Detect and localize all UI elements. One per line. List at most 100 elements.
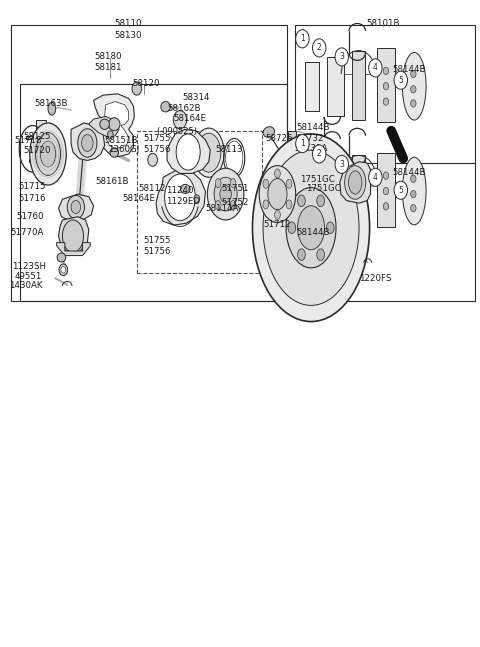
Polygon shape <box>327 162 344 221</box>
Ellipse shape <box>180 184 190 193</box>
Text: 58161B: 58161B <box>95 177 129 186</box>
Ellipse shape <box>402 52 426 120</box>
Ellipse shape <box>197 133 221 172</box>
Ellipse shape <box>59 264 68 276</box>
Text: 58164E: 58164E <box>122 194 156 203</box>
Text: 58732: 58732 <box>297 134 324 143</box>
Text: 1: 1 <box>300 34 305 43</box>
Text: 3: 3 <box>339 160 344 169</box>
Ellipse shape <box>410 204 416 212</box>
Ellipse shape <box>252 134 370 322</box>
Polygon shape <box>105 102 129 148</box>
Polygon shape <box>59 194 94 221</box>
Ellipse shape <box>383 67 389 74</box>
Ellipse shape <box>383 172 389 179</box>
Text: 5: 5 <box>398 76 403 85</box>
Ellipse shape <box>259 166 296 223</box>
Ellipse shape <box>51 129 59 139</box>
Text: 51755
51756: 51755 51756 <box>143 134 170 154</box>
Ellipse shape <box>215 179 221 188</box>
Bar <box>11 25 287 301</box>
Ellipse shape <box>317 249 324 261</box>
Ellipse shape <box>263 127 275 137</box>
Text: 58120: 58120 <box>132 79 160 88</box>
Text: 58114A: 58114A <box>205 204 239 214</box>
Text: (-090525): (-090525) <box>156 127 197 136</box>
Text: 49551: 49551 <box>14 272 42 281</box>
Ellipse shape <box>207 168 244 220</box>
Polygon shape <box>340 162 371 203</box>
Ellipse shape <box>67 195 84 219</box>
Polygon shape <box>26 120 55 155</box>
Polygon shape <box>352 155 365 225</box>
Ellipse shape <box>383 188 389 195</box>
Ellipse shape <box>383 98 389 105</box>
Ellipse shape <box>286 200 292 209</box>
Text: 58125: 58125 <box>23 132 50 141</box>
Circle shape <box>369 168 382 186</box>
Ellipse shape <box>161 102 170 112</box>
Circle shape <box>335 48 348 66</box>
Polygon shape <box>29 149 57 171</box>
Polygon shape <box>167 129 210 173</box>
Circle shape <box>335 155 348 173</box>
Text: 1: 1 <box>300 139 305 148</box>
Ellipse shape <box>176 134 200 170</box>
Ellipse shape <box>263 150 359 305</box>
Ellipse shape <box>193 128 224 177</box>
Ellipse shape <box>57 253 66 262</box>
Text: 5: 5 <box>398 186 403 195</box>
Ellipse shape <box>268 179 287 210</box>
Polygon shape <box>71 123 105 160</box>
Ellipse shape <box>275 169 280 178</box>
Text: 51752: 51752 <box>222 198 249 207</box>
Polygon shape <box>352 50 365 120</box>
Ellipse shape <box>148 153 157 166</box>
Text: 1430AK: 1430AK <box>9 281 42 290</box>
Polygon shape <box>305 166 319 215</box>
Ellipse shape <box>410 71 416 78</box>
Polygon shape <box>89 116 119 137</box>
Text: 4: 4 <box>373 173 378 182</box>
Circle shape <box>394 71 408 89</box>
Ellipse shape <box>173 111 187 129</box>
Ellipse shape <box>48 102 56 115</box>
Ellipse shape <box>383 83 389 90</box>
Text: 51751: 51751 <box>222 184 249 193</box>
Ellipse shape <box>410 100 416 107</box>
Polygon shape <box>377 48 395 122</box>
Circle shape <box>312 39 326 57</box>
Text: 58112: 58112 <box>138 184 166 193</box>
Ellipse shape <box>345 166 366 199</box>
Ellipse shape <box>317 195 324 206</box>
Bar <box>288 131 296 138</box>
Text: 58144B: 58144B <box>393 65 426 74</box>
Text: 58110
58130: 58110 58130 <box>115 19 143 39</box>
Circle shape <box>312 145 326 163</box>
Ellipse shape <box>36 133 60 175</box>
Text: 1751GC: 1751GC <box>300 175 335 184</box>
Ellipse shape <box>275 210 280 219</box>
Text: 58163B: 58163B <box>35 99 68 108</box>
Ellipse shape <box>326 222 334 234</box>
Bar <box>20 84 287 301</box>
Text: 51712: 51712 <box>263 220 290 229</box>
Ellipse shape <box>230 201 236 210</box>
Ellipse shape <box>108 118 120 131</box>
Text: 4: 4 <box>373 63 378 72</box>
Ellipse shape <box>410 175 416 182</box>
Polygon shape <box>305 61 319 111</box>
Ellipse shape <box>298 206 324 250</box>
Text: 11240
1129ED: 11240 1129ED <box>166 186 200 206</box>
Ellipse shape <box>410 190 416 198</box>
Ellipse shape <box>286 179 292 188</box>
Text: 2: 2 <box>317 149 322 159</box>
Ellipse shape <box>348 171 362 194</box>
Text: 58164E: 58164E <box>174 114 207 123</box>
Text: 51770A: 51770A <box>11 228 44 237</box>
Text: 51715
51716: 51715 51716 <box>18 182 46 203</box>
Text: 2: 2 <box>317 43 322 52</box>
Text: 58113: 58113 <box>215 145 242 154</box>
Text: 58144B: 58144B <box>297 228 330 237</box>
Ellipse shape <box>230 179 236 188</box>
